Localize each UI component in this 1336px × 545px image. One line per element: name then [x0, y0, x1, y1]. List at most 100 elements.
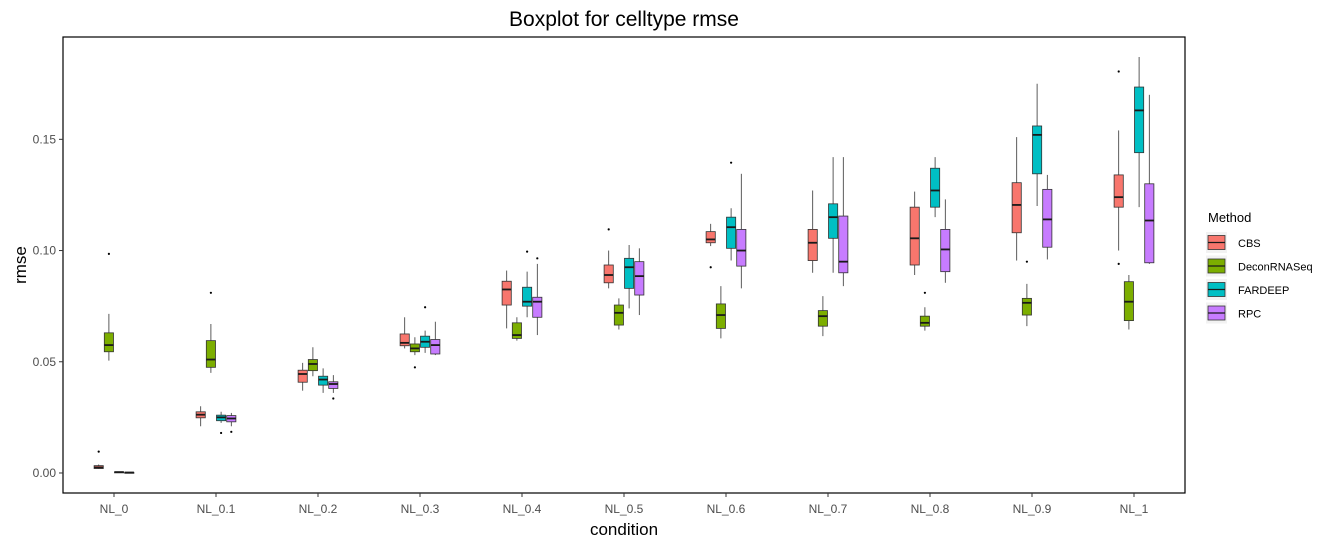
legend-label: FARDEEP [1238, 285, 1289, 297]
box-body [613, 304, 624, 326]
legend: Method CBS DeconRNASeq FARDEEP RPC [1206, 210, 1313, 324]
box-FARDEEP-NL_0.8 [930, 157, 941, 218]
x-tick-label: NL_0.1 [197, 502, 236, 516]
box-FARDEEP-NL_0 [114, 471, 125, 474]
box-body [297, 369, 308, 383]
outlier-point [209, 291, 212, 294]
box-CBS-NL_0.2 [297, 362, 308, 391]
box-RPC-NL_0.3 [430, 321, 441, 356]
box-FARDEEP-NL_0.3 [420, 306, 431, 353]
box-DeconRNASeq-NL_1 [1123, 275, 1134, 330]
box-CBS-NL_0.1 [195, 406, 206, 427]
box-FARDEEP-NL_0.9 [1032, 83, 1043, 207]
box-RPC-NL_0.4 [532, 257, 543, 336]
box-body [715, 303, 726, 329]
box-DeconRNASeq-NL_0.9 [1021, 260, 1032, 327]
box-body [726, 216, 737, 249]
legend-item-CBS: CBS [1206, 232, 1261, 253]
box-RPC-NL_0.8 [940, 199, 951, 283]
y-axis: 0.00 0.05 0.10 0.15 [33, 132, 63, 480]
series-FARDEEP [114, 57, 1145, 474]
outlier-point [230, 430, 233, 433]
outlier-point [107, 252, 110, 255]
outlier-point [709, 266, 712, 269]
outlier-point [923, 291, 927, 294]
legend-item-RPC: RPC [1206, 302, 1261, 324]
box-RPC-NL_0.2 [328, 375, 339, 400]
x-tick-label: NL_0.3 [401, 502, 440, 516]
box-body [318, 375, 329, 386]
outlier-point [424, 306, 427, 309]
box-RPC-NL_0.1 [226, 412, 237, 433]
box-body [736, 229, 747, 267]
box-body [1011, 182, 1022, 234]
legend-item-FARDEEP: FARDEEP [1206, 279, 1289, 300]
box-FARDEEP-NL_0.7 [828, 157, 839, 273]
box-body [1042, 188, 1053, 248]
outlier-point [413, 366, 416, 369]
box-series [93, 57, 1155, 474]
box-body [909, 206, 920, 266]
x-axis-title: condition [590, 520, 658, 539]
box-CBS-NL_0.6 [705, 223, 716, 269]
x-tick-label: NL_0.7 [809, 502, 848, 516]
series-DeconRNASeq [103, 252, 1134, 377]
box-body [634, 261, 645, 296]
box-body [807, 229, 818, 261]
x-tick-label: NL_0.5 [605, 502, 644, 516]
plot-panel [62, 36, 1186, 494]
box-FARDEEP-NL_0.6 [726, 161, 737, 261]
box-body [511, 322, 522, 339]
box-body [705, 231, 716, 244]
box-body [1134, 86, 1145, 154]
x-axis: NL_0 NL_0.1 NL_0.2 NL_0.3 NL_0.4 NL_0.5 NL_0.6… [100, 493, 1149, 516]
box-body [1021, 297, 1032, 316]
outlier-point [1117, 262, 1120, 265]
box-body [940, 229, 951, 273]
box-CBS-NL_0.5 [603, 228, 614, 289]
box-DeconRNASeq-NL_0.8 [919, 291, 930, 331]
box-body [624, 257, 635, 289]
box-body [919, 315, 930, 327]
box-RPC-NL_0.6 [736, 173, 747, 289]
x-tick-label: NL_0.9 [1013, 502, 1052, 516]
box-RPC-NL_0.5 [634, 248, 645, 316]
box-body [103, 332, 114, 353]
outlier-point [220, 431, 223, 435]
outlier-point [1025, 260, 1028, 263]
legend-item-DeconRNASeq: DeconRNASeq [1206, 255, 1313, 277]
x-tick-label: NL_0.6 [707, 502, 746, 516]
y-tick-label: 0.05 [33, 355, 57, 369]
box-body [430, 339, 441, 355]
outlier-point [97, 450, 100, 453]
box-body [828, 203, 839, 239]
outlier-point [607, 228, 610, 231]
box-RPC-NL_0 [124, 471, 135, 474]
box-body [838, 215, 849, 274]
box-RPC-NL_0.9 [1042, 174, 1053, 260]
box-DeconRNASeq-NL_0 [103, 252, 114, 361]
box-DeconRNASeq-NL_0.6 [715, 286, 726, 339]
box-RPC-NL_0.7 [838, 157, 849, 287]
box-body [532, 296, 543, 318]
outlier-point [1117, 70, 1120, 73]
legend-title: Method [1208, 210, 1251, 225]
x-tick-label: NL_1 [1120, 502, 1149, 516]
outlier-point [730, 161, 733, 164]
outlier-point [332, 397, 335, 400]
outlier-point [536, 257, 539, 260]
legend-label: RPC [1238, 309, 1261, 321]
box-body [1144, 183, 1155, 264]
box-DeconRNASeq-NL_0.4 [511, 317, 522, 341]
box-body [328, 381, 339, 389]
box-DeconRNASeq-NL_0.3 [409, 337, 420, 369]
box-CBS-NL_0.7 [807, 190, 818, 273]
box-CBS-NL_0.8 [909, 191, 920, 276]
series-RPC [124, 94, 1155, 474]
box-FARDEEP-NL_0.4 [522, 250, 533, 318]
box-body [399, 333, 410, 347]
box-FARDEEP-NL_0.1 [216, 411, 227, 435]
y-axis-title: rmse [11, 246, 30, 284]
outlier-point [526, 250, 529, 253]
